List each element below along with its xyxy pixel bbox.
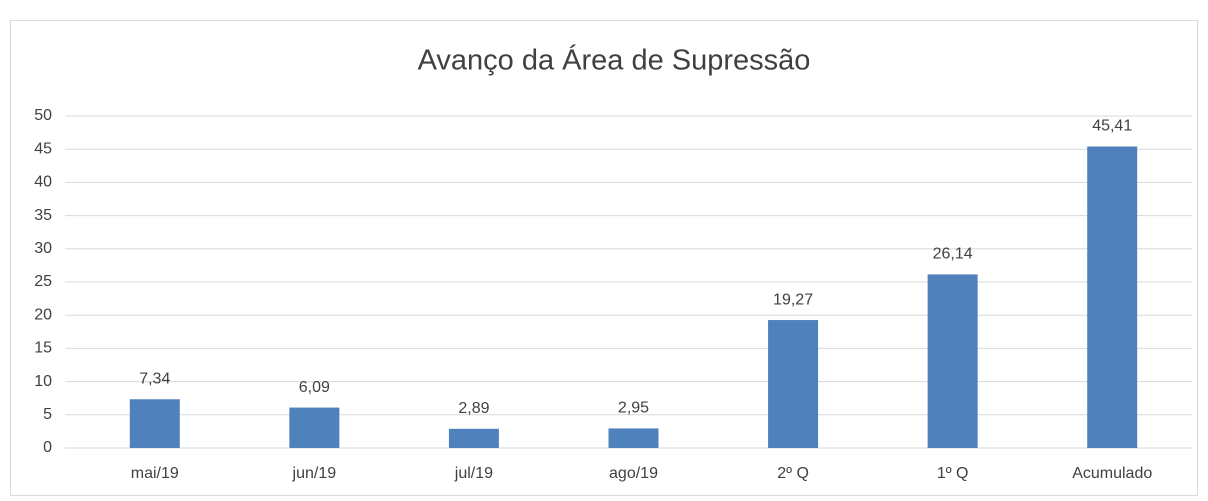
bar bbox=[1087, 146, 1138, 448]
y-tick-label: 25 bbox=[34, 273, 52, 290]
bar bbox=[608, 428, 659, 448]
y-tick-label: 50 bbox=[34, 107, 52, 124]
bar bbox=[927, 274, 978, 448]
y-tick-label: 5 bbox=[43, 406, 52, 423]
y-tick-label: 0 bbox=[43, 439, 52, 456]
y-tick-label: 10 bbox=[34, 373, 52, 390]
bar bbox=[129, 399, 180, 448]
x-tick-label: 1º Q bbox=[937, 465, 969, 482]
x-tick-label: ago/19 bbox=[609, 465, 658, 482]
y-tick-label: 30 bbox=[34, 240, 52, 257]
x-tick-label: jul/19 bbox=[454, 465, 493, 482]
data-label: 26,14 bbox=[933, 246, 973, 263]
x-tick-label: mai/19 bbox=[131, 465, 179, 482]
bar bbox=[448, 428, 499, 448]
y-tick-label: 45 bbox=[34, 140, 52, 157]
y-tick-label: 20 bbox=[34, 306, 52, 323]
x-tick-label: 2º Q bbox=[777, 465, 809, 482]
y-tick-label: 40 bbox=[34, 174, 52, 191]
y-tick-label: 35 bbox=[34, 207, 52, 224]
chart-border bbox=[10, 20, 1198, 496]
data-label: 45,41 bbox=[1092, 118, 1132, 135]
data-label: 6,09 bbox=[299, 379, 330, 396]
bar bbox=[768, 320, 819, 448]
chart-title: Avanço da Área de Supressão bbox=[418, 44, 811, 77]
data-label: 19,27 bbox=[773, 291, 813, 308]
bar bbox=[289, 407, 340, 448]
data-label: 2,95 bbox=[618, 400, 649, 417]
data-label: 2,89 bbox=[458, 400, 489, 417]
data-label: 7,34 bbox=[139, 370, 170, 387]
y-tick-label: 15 bbox=[34, 340, 52, 357]
x-tick-label: jun/19 bbox=[292, 465, 337, 482]
x-tick-label: Acumulado bbox=[1072, 465, 1152, 482]
